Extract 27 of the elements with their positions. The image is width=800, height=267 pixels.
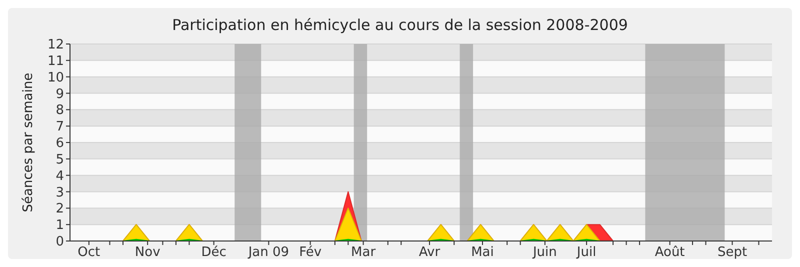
y-tick-label: 2: [56, 202, 64, 217]
x-tick-label: Août: [654, 245, 685, 260]
y-tick-label: 3: [56, 185, 64, 200]
y-tick-label: 10: [47, 70, 64, 86]
y-tick-label: 6: [56, 136, 64, 152]
x-tick-label: Oct: [78, 245, 100, 260]
x-tick-label: Avr: [418, 245, 441, 260]
x-tick-label: Mar: [351, 245, 376, 260]
y-tick-label: 11: [47, 54, 64, 69]
x-tick-label: Jan 09: [247, 245, 290, 260]
x-tick-label: Juil: [576, 245, 596, 260]
x-tick-label: Déc: [201, 245, 226, 260]
x-tick-label: Fév: [299, 245, 322, 260]
x-tick-label: Juin: [532, 245, 557, 260]
y-tick-label: 8: [56, 103, 64, 118]
x-tick-label: Sept: [717, 245, 748, 260]
y-tick-label: 0: [56, 234, 64, 250]
y-tick-label: 1: [56, 218, 64, 234]
chart-title: Participation en hémicycle au cours de la session 2008-2009: [172, 16, 628, 34]
x-tick-label: Mai: [471, 245, 494, 260]
y-tick-label: 7: [56, 120, 64, 135]
y-tick-label: 5: [56, 152, 64, 168]
y-tick-label: 4: [56, 168, 64, 184]
y-tick-label: 9: [56, 86, 64, 102]
x-tick-label: Nov: [134, 245, 161, 260]
y-tick-label: 12: [47, 38, 64, 53]
y-axis-title: Séances par semaine: [21, 72, 36, 212]
